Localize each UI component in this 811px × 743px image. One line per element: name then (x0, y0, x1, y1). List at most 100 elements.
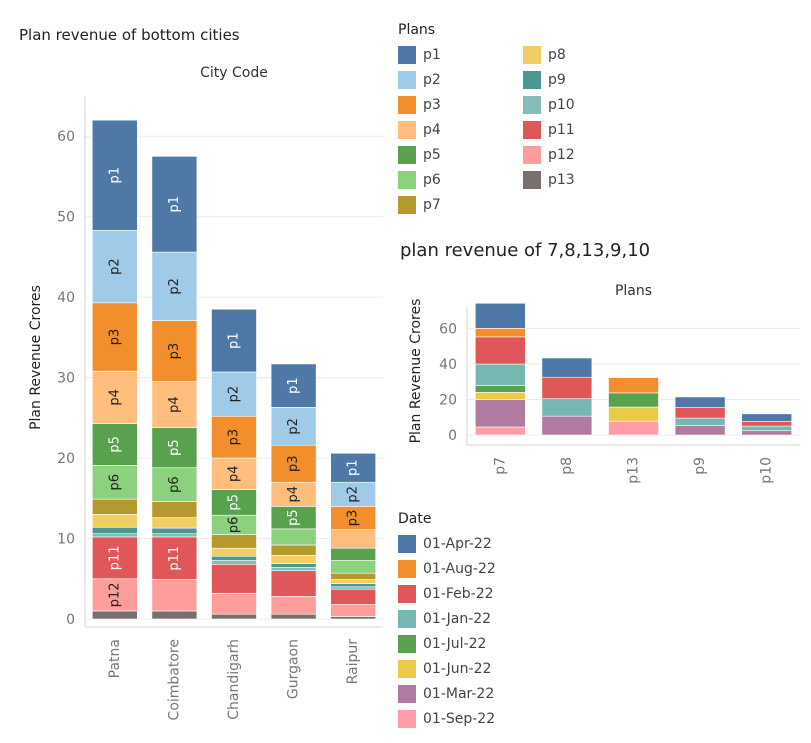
date-legend-item[interactable]: 01-Sep-22 (398, 706, 558, 731)
legend-label: p4 (423, 121, 441, 138)
bar-segment (330, 547, 377, 561)
legend-label: p10 (548, 96, 575, 113)
date-legend-item[interactable]: 01-Apr-22 (398, 531, 558, 556)
segment-label: p3 (346, 510, 361, 527)
plan-legend-item[interactable]: p11 (523, 117, 648, 142)
segment-label: p2 (346, 486, 361, 503)
plan-legend-item[interactable]: p10 (523, 92, 648, 117)
y-axis-label: Plan Revenue Crores (28, 285, 44, 430)
bar-segment (270, 555, 317, 564)
y-tick-label: 0 (448, 428, 457, 444)
segment-label: p2 (286, 418, 301, 435)
bar-segment (541, 357, 593, 378)
bar-segment (270, 563, 317, 568)
plan-legend-item[interactable]: p3 (398, 92, 523, 117)
bar-segment (151, 467, 198, 502)
date-legend-item[interactable]: 01-Jul-22 (398, 631, 558, 656)
chart-header: Plans (615, 283, 652, 299)
legend-label: p5 (423, 146, 441, 163)
bar-segment (330, 579, 377, 584)
bar-segment (741, 425, 793, 432)
plans-legend-column-1: p1 p2 p3 p4 p5 p6 p7 (398, 42, 523, 217)
bar-segment (92, 536, 138, 580)
legend-label: p8 (548, 46, 566, 63)
bar-segment (151, 320, 198, 382)
legend-label: 01-Feb-22 (423, 585, 494, 602)
x-tick-label: p8 (559, 457, 575, 475)
legend-swatch (398, 559, 416, 578)
bar-segment (330, 616, 377, 620)
plan-legend-item[interactable]: p6 (398, 167, 523, 192)
plans-legend-column-2: p8 p9 p10 p11 p12 p13 (523, 42, 648, 217)
bar-segment (270, 444, 317, 483)
y-tick-label: 30 (57, 371, 75, 387)
bar-segment (151, 533, 198, 538)
plan-legend-item[interactable]: p13 (523, 167, 648, 192)
legend-swatch (398, 170, 416, 189)
y-tick-label: 20 (439, 392, 457, 408)
date-legend-item[interactable]: 01-Feb-22 (398, 581, 558, 606)
date-legend-item[interactable]: 01-Jun-22 (398, 656, 558, 681)
legend-label: 01-Mar-22 (423, 685, 495, 702)
legend-swatch (523, 170, 541, 189)
plan-legend-item[interactable]: p1 (398, 42, 523, 67)
bar-segment (330, 588, 377, 605)
bar-segment (211, 489, 257, 516)
x-tick-label: p7 (492, 457, 508, 475)
legend-label: p11 (548, 121, 575, 138)
legend-swatch (523, 120, 541, 139)
y-tick-label: 0 (66, 612, 75, 628)
segment-label: p11 (167, 546, 182, 571)
bar-segment (541, 398, 593, 417)
legend-swatch (523, 145, 541, 164)
legend-label: 01-Jan-22 (423, 610, 492, 627)
bar-segment (330, 583, 377, 588)
segment-label: p2 (167, 278, 182, 295)
plan-legend-item[interactable]: p2 (398, 67, 523, 92)
segment-label: p3 (286, 455, 301, 472)
date-legend-item[interactable]: 01-Mar-22 (398, 681, 558, 706)
y-tick-label: 60 (439, 321, 457, 337)
plan-legend-item[interactable]: p8 (523, 42, 648, 67)
bar-segment (211, 371, 257, 417)
bar-segment (92, 498, 138, 515)
legend-swatch (398, 709, 416, 728)
bar-segment (211, 415, 257, 459)
plan-legend-item[interactable]: p9 (523, 67, 648, 92)
bar-segment (608, 392, 659, 408)
segment-label: p5 (167, 439, 182, 456)
chart2-title: plan revenue of 7,8,13,9,10 (400, 240, 651, 261)
date-legend-title: Date (398, 511, 432, 527)
bar-segment (151, 517, 198, 529)
segment-label: p2 (227, 386, 242, 403)
bar-segment (270, 407, 317, 446)
segment-label: p5 (227, 494, 242, 511)
plan-legend-item[interactable]: p4 (398, 117, 523, 142)
legend-swatch (398, 145, 416, 164)
legend-swatch (398, 45, 416, 64)
legend-label: 01-Sep-22 (423, 710, 496, 727)
plan-legend-item[interactable]: p7 (398, 192, 523, 217)
bar-segment (330, 481, 377, 507)
date-legend-item[interactable]: 01-Jan-22 (398, 606, 558, 631)
bar-segment (741, 421, 793, 427)
bar-segment (211, 563, 257, 594)
legend-label: p13 (548, 171, 575, 188)
date-legend: Date 01-Apr-22 01-Aug-22 01-Feb-22 01-Jan-2… (398, 511, 558, 731)
plan-legend-item[interactable]: p12 (523, 142, 648, 167)
bar-segment (92, 578, 138, 612)
bar-segment (92, 514, 138, 528)
date-legend-item[interactable]: 01-Aug-22 (398, 556, 558, 581)
bar-segment (674, 406, 726, 419)
bar-segment (270, 481, 317, 507)
bar-segment (608, 377, 659, 394)
bar-segment (211, 559, 257, 565)
bar-segment (151, 579, 198, 612)
legend-label: p2 (423, 71, 441, 88)
bar-segment (741, 413, 793, 422)
plan-legend-item[interactable]: p5 (398, 142, 523, 167)
bar-segment (474, 336, 526, 365)
bar-segment (474, 426, 526, 436)
bar-segment (92, 302, 138, 372)
